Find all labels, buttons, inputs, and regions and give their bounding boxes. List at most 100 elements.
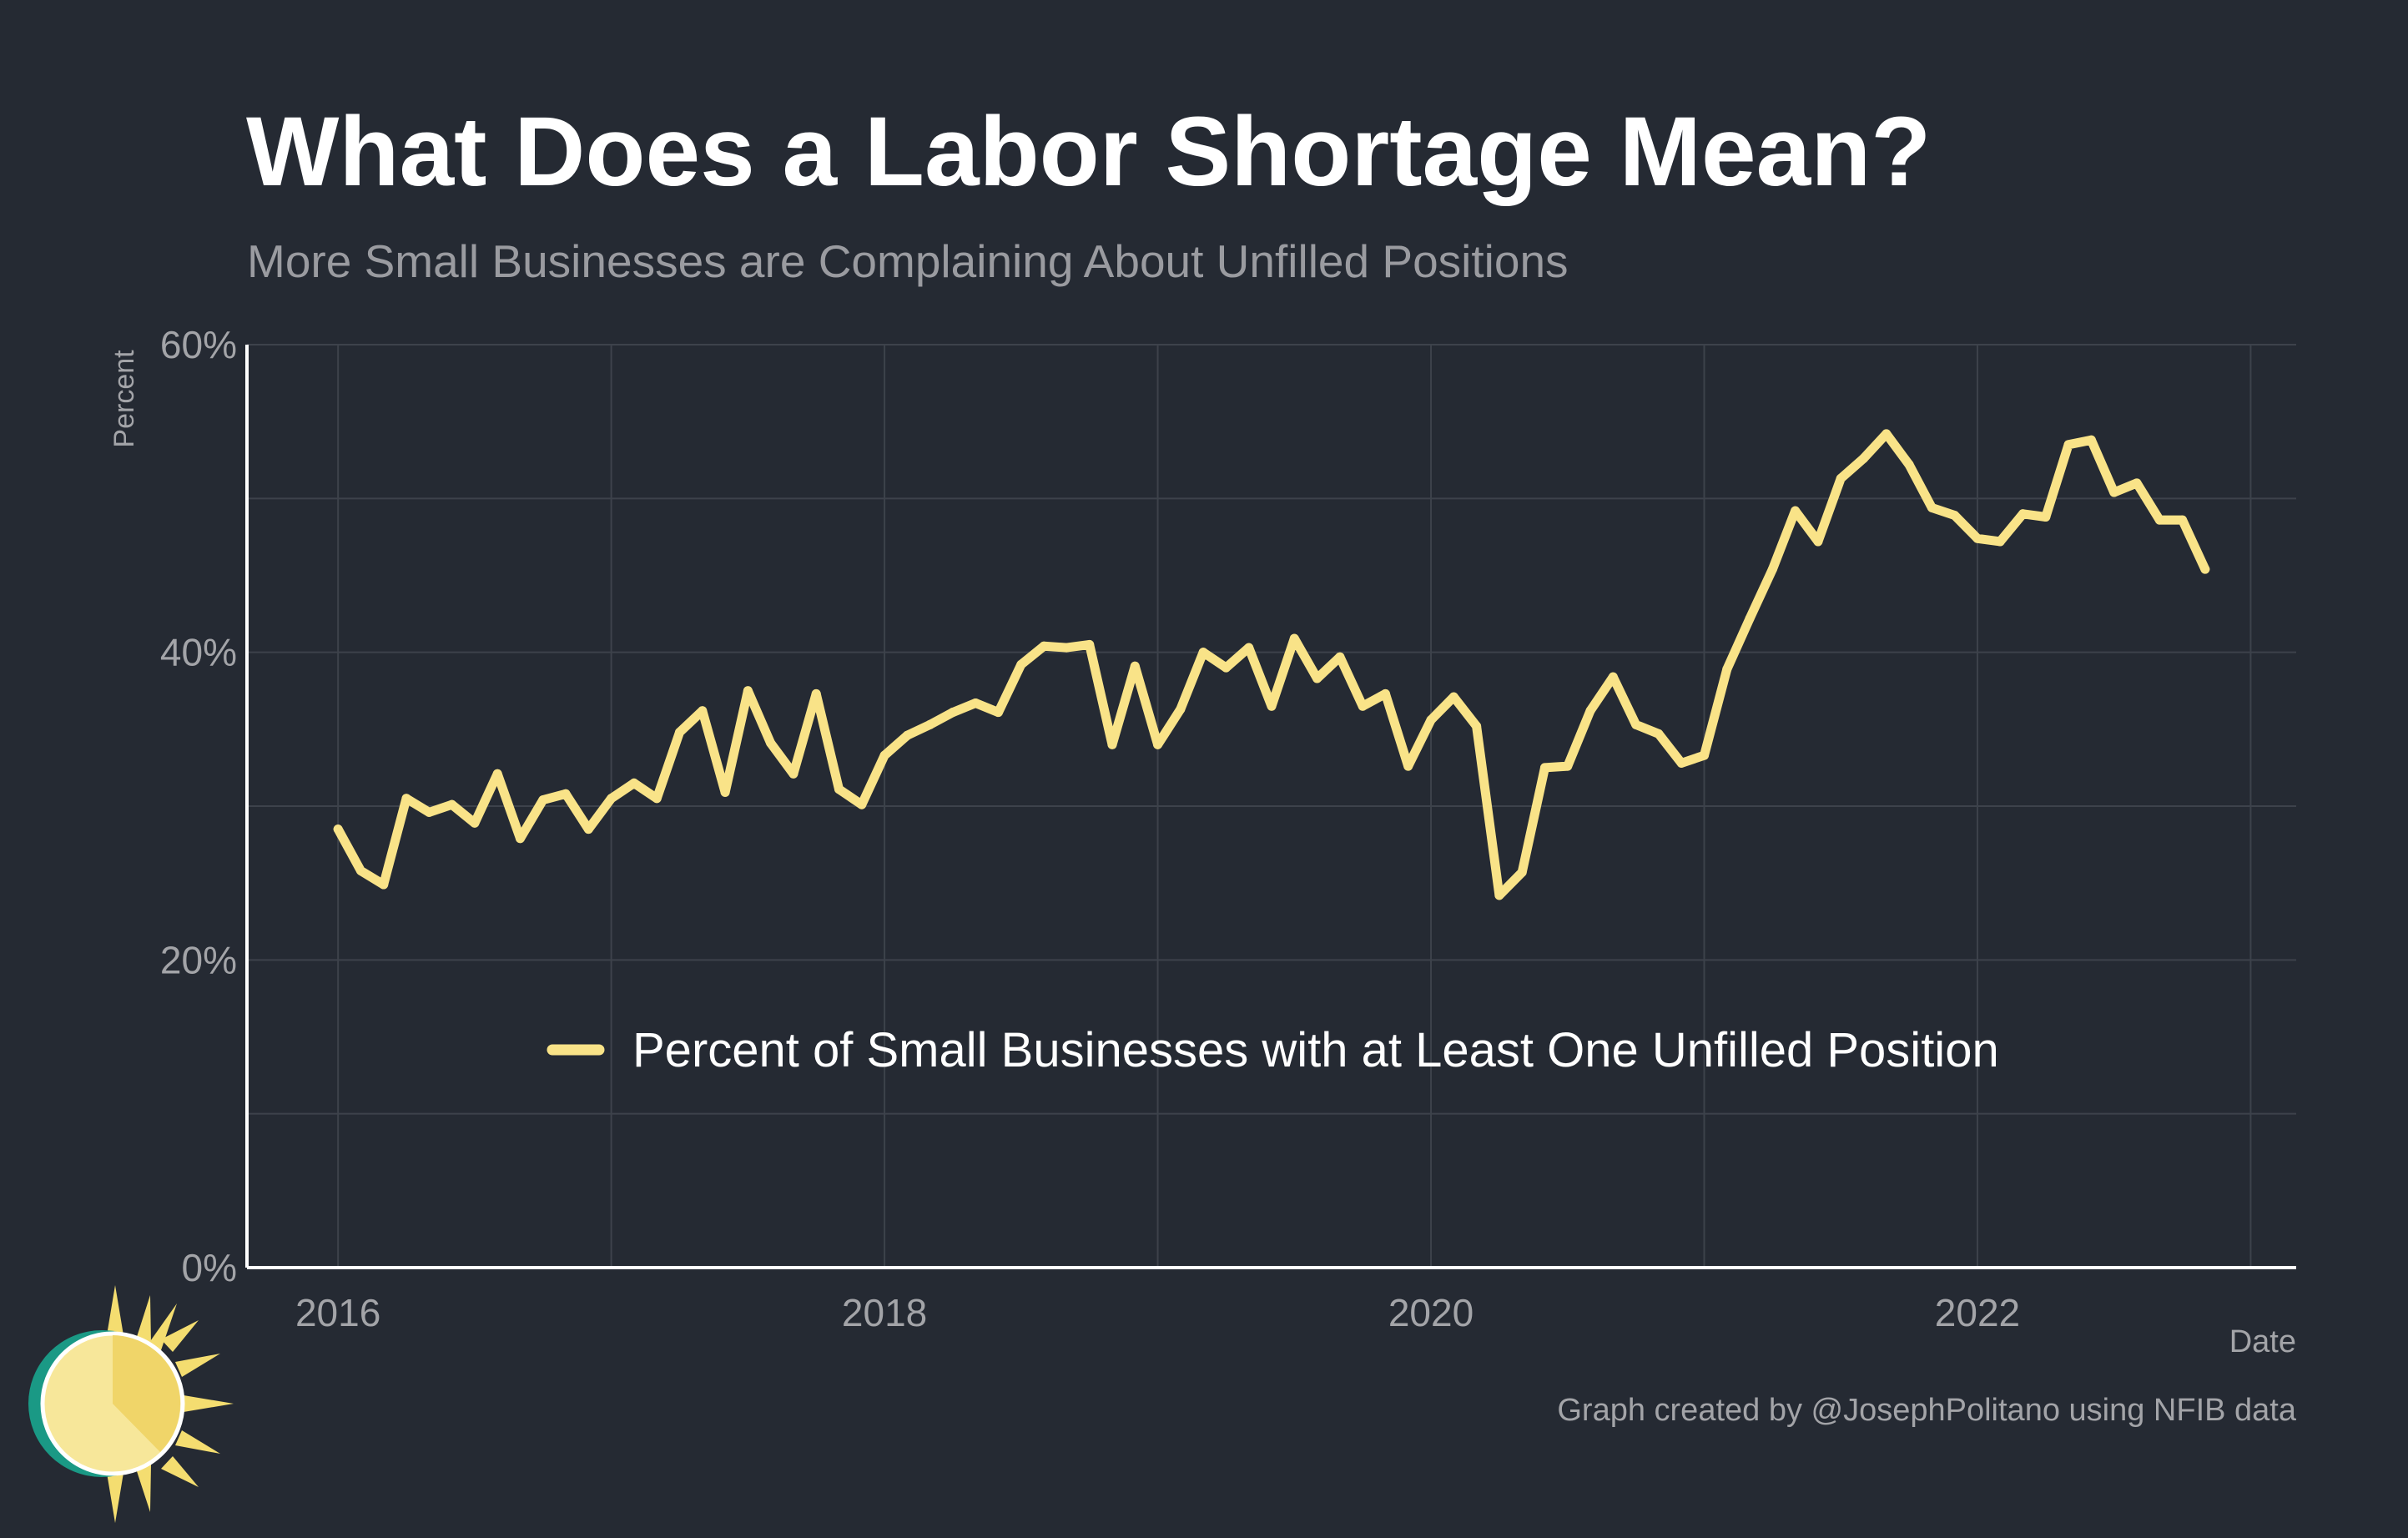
data-point [1950, 511, 1960, 521]
data-point [1927, 502, 1937, 512]
data-point [1791, 506, 1801, 516]
data-point [1767, 564, 1777, 574]
data-point [470, 818, 480, 828]
data-point [925, 719, 935, 729]
data-point [674, 728, 684, 738]
data-point [1472, 721, 1482, 731]
data-point [447, 799, 457, 809]
data-point [1312, 673, 1322, 683]
data-point [424, 807, 434, 817]
data-point [1972, 533, 1982, 543]
data-point [1813, 537, 1823, 547]
data-point [1995, 537, 2005, 547]
data-point [1699, 750, 1709, 760]
data-point [1608, 672, 1618, 682]
data-point [1585, 706, 1595, 716]
x-tick-label: 2016 [295, 1291, 380, 1334]
data-point [1335, 652, 1345, 662]
data-point [1221, 663, 1231, 673]
data-point [2063, 440, 2073, 450]
data-point [2109, 487, 2119, 497]
data-point [1107, 739, 1117, 749]
data-point [902, 730, 912, 740]
data-point [652, 794, 662, 804]
data-point [2041, 512, 2051, 522]
data-point [2154, 515, 2164, 525]
y-tick-label: 20% [160, 938, 237, 981]
data-point [333, 824, 343, 835]
data-point [1494, 890, 1504, 900]
data-point [1676, 758, 1686, 768]
data-point [970, 698, 980, 708]
legend: Percent of Small Businesses with at Leas… [547, 1023, 1999, 1077]
data-point [1198, 648, 1208, 658]
x-axis-label: Date [2229, 1324, 2296, 1359]
data-point [492, 769, 502, 779]
data-point [1403, 761, 1413, 771]
data-point [538, 795, 548, 805]
data-point [720, 787, 730, 797]
data-point [1380, 688, 1390, 698]
data-point [1448, 692, 1458, 702]
x-tick-label: 2018 [842, 1291, 927, 1334]
y-tick-labels: 0% 20% 40% 60% [160, 323, 237, 1289]
data-point [2018, 509, 2028, 519]
axes [245, 345, 2296, 1269]
data-point [1631, 719, 1641, 729]
data-point [355, 865, 365, 875]
data-point [1061, 643, 1071, 653]
data-point [1267, 701, 1277, 711]
data-point [994, 708, 1004, 718]
data-point [766, 738, 776, 748]
data-point [1289, 633, 1299, 643]
data-point [1426, 715, 1436, 725]
data-point [1039, 641, 1049, 651]
x-tick-label: 2020 [1388, 1291, 1474, 1334]
data-point [1745, 613, 1755, 623]
data-point [788, 769, 798, 779]
data-point [834, 784, 844, 794]
chart-title: What Does a Labor Shortage Mean? [246, 97, 1931, 207]
data-point [1904, 460, 1914, 470]
x-tick-labels: 2016 2018 2020 2022 [295, 1291, 2020, 1334]
y-tick-label: 0% [182, 1246, 237, 1289]
source-caption: Graph created by @JosephPolitano using N… [1557, 1393, 2297, 1428]
series-line-unfilled-positions [333, 429, 2210, 900]
data-point [2178, 515, 2188, 525]
data-point [857, 799, 867, 809]
data-point [1517, 867, 1527, 877]
data-point [583, 824, 593, 835]
data-point [1654, 729, 1664, 739]
data-point [1153, 739, 1163, 749]
data-point [1130, 661, 1140, 671]
grid [247, 344, 2296, 1268]
data-point [1836, 473, 1846, 483]
data-point [629, 778, 639, 788]
y-axis-label: Percent [108, 350, 140, 448]
sun-logo-icon [28, 1285, 234, 1523]
data-point [1882, 429, 1892, 439]
data-point [698, 706, 708, 716]
data-point [1085, 639, 1095, 649]
y-tick-label: 60% [160, 323, 237, 366]
data-point [811, 688, 821, 698]
data-point [879, 750, 889, 760]
x-tick-label: 2022 [1935, 1291, 2020, 1334]
data-point [1859, 453, 1869, 463]
data-point [515, 834, 525, 844]
data-point [2200, 564, 2210, 574]
data-point [1176, 704, 1186, 714]
y-tick-label: 40% [160, 631, 237, 674]
data-point [401, 794, 411, 804]
data-point [1563, 761, 1573, 771]
data-point [1722, 664, 1732, 674]
data-point [743, 686, 753, 696]
data-point [2086, 435, 2096, 445]
data-point [561, 789, 571, 799]
data-point [1244, 643, 1254, 653]
data-point [1539, 763, 1549, 773]
data-point [379, 880, 389, 890]
data-point [2132, 478, 2142, 488]
legend-label: Percent of Small Businesses with at Leas… [632, 1023, 1999, 1077]
